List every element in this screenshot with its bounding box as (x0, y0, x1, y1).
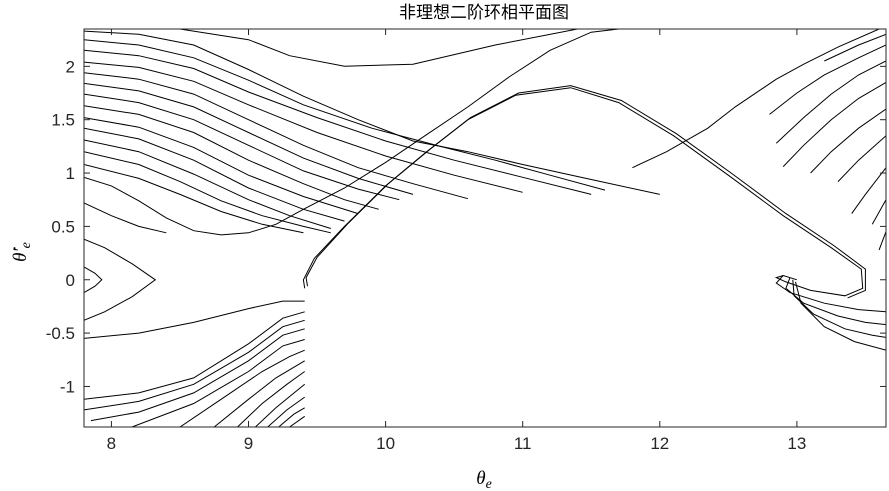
trajectory-30 (289, 415, 305, 427)
trajectory-9 (84, 105, 379, 210)
x-tick-label: 12 (650, 434, 669, 453)
trajectory-44 (851, 167, 886, 214)
trajectory-13 (84, 151, 331, 234)
trajectory-28 (267, 396, 305, 427)
trajectory-34 (785, 277, 886, 326)
trajectory-32 (305, 85, 866, 299)
trajectory-4 (84, 49, 592, 195)
trajectory-37 (632, 29, 880, 169)
trajectory-45 (871, 199, 886, 225)
plot-frame (83, 28, 887, 428)
trajectory-3 (84, 39, 606, 191)
y-tick-label: 0.5 (51, 217, 75, 236)
trajectory-46 (878, 231, 886, 251)
trajectory-25 (213, 360, 305, 427)
trajectory-31 (302, 87, 864, 297)
x-axis-label: θe (476, 468, 492, 491)
trajectory-43 (837, 135, 886, 182)
y-tick-label: 2 (66, 57, 75, 76)
axes: 8 9 10 11 12 13 -1 -0.5 0 0.5 1 1.5 2 (46, 28, 887, 453)
trajectory-36 (795, 281, 886, 351)
x-tick-label: 10 (376, 434, 395, 453)
trajectory-35 (792, 279, 886, 338)
trajectory-33 (775, 275, 886, 313)
y-axis-label: θ̇′e (10, 242, 34, 262)
x-tick-label: 9 (244, 434, 253, 453)
trajectory-15 (84, 29, 619, 236)
trajectory-16 (84, 202, 167, 234)
trajectory-20 (84, 311, 305, 400)
trajectory-21 (84, 319, 305, 411)
trajectory-27 (255, 383, 306, 427)
trajectory-23 (131, 339, 305, 427)
trajectory-6 (84, 72, 469, 200)
trajectory-17 (84, 238, 157, 321)
trajectory-1 (179, 29, 578, 67)
trajectory-layer (84, 29, 886, 427)
trajectory-19 (84, 300, 305, 339)
trajectory-8 (84, 93, 400, 201)
y-tick-label: 0 (66, 271, 75, 290)
trajectory-39 (769, 44, 886, 115)
trajectory-10 (84, 117, 359, 215)
trajectory-22 (90, 328, 305, 422)
trajectory-11 (84, 127, 345, 222)
y-tick-label: 1.5 (51, 111, 75, 130)
trajectory-26 (237, 371, 305, 427)
trajectory-5 (84, 61, 523, 193)
trajectory-41 (782, 81, 886, 167)
y-tick-label: 1 (66, 164, 75, 183)
trajectory-14 (84, 164, 304, 234)
trajectory-40 (775, 60, 886, 144)
x-axis-label-sub: e (486, 477, 492, 491)
trajectory-2 (84, 30, 660, 195)
x-tick-label: 8 (107, 434, 116, 453)
trajectory-38 (824, 33, 886, 62)
trajectory-42 (810, 108, 886, 174)
trajectory-12 (84, 139, 331, 229)
x-tick-label: 13 (787, 434, 806, 453)
chart-title: 非理想二阶环相平面图 (399, 3, 569, 23)
y-tick-label: -0.5 (46, 324, 75, 343)
trajectory-7 (84, 82, 414, 195)
trajectory-24 (179, 349, 305, 427)
x-tick-label: 11 (514, 434, 532, 453)
trajectory-18 (84, 266, 103, 294)
y-tick-label: -1 (60, 377, 75, 396)
trajectory-29 (278, 407, 305, 427)
